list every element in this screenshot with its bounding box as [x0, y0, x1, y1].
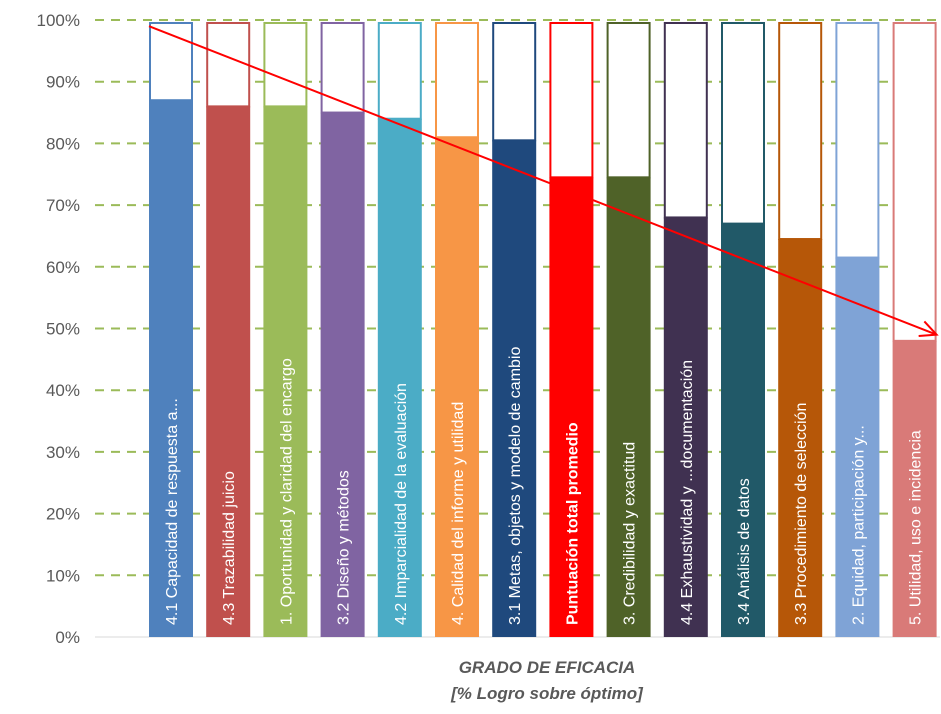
bar-label: 5. Utilidad, uso e incidencia — [908, 430, 925, 625]
bar-optimum-outline — [606, 22, 651, 179]
y-tick-label: 100% — [37, 11, 80, 30]
y-tick-label: 10% — [46, 566, 80, 585]
bar-label: 4.1 Capacidad de respuesta a... — [164, 398, 181, 625]
bar — [606, 177, 651, 637]
bar — [721, 223, 765, 638]
bar-optimum-outline — [549, 22, 594, 179]
bar — [778, 239, 823, 637]
y-axis: 0% 10% 20% 30% 40% 50% 60% 70% 80% 90% 100% — [37, 11, 80, 647]
bar — [492, 140, 537, 637]
bar-optimum-outline — [435, 22, 479, 139]
trend-arrow-head — [918, 320, 939, 338]
bar — [263, 106, 308, 637]
bar-label: 1. Oportunidad y claridad del encargo — [278, 358, 295, 625]
bar-optimum-outline — [206, 22, 251, 108]
bar — [320, 112, 365, 638]
bar-label: Puntuación total promedio — [564, 422, 581, 625]
bar-label: 3. Credibilidad y exactitud — [622, 442, 639, 625]
bar-label: 3.4 Análisis de datos — [736, 478, 753, 625]
bar-label: 4.2 Imparcialidad de la evaluación — [393, 383, 410, 625]
bar-optimum-outline — [835, 22, 880, 259]
y-tick-label: 0% — [55, 628, 80, 647]
bar — [206, 106, 251, 637]
bar-label: 2. Equidad, participación y... — [850, 425, 867, 625]
bar — [377, 118, 422, 638]
bar — [435, 137, 479, 638]
bar-label: 3.2 Diseño y métodos — [336, 470, 353, 625]
trend-arrow-line — [148, 25, 937, 336]
bar-label: 4.4 Exhaustividad y ...documentación — [679, 360, 696, 625]
bar — [549, 177, 594, 637]
bar-optimum-outline — [149, 22, 193, 102]
bars — [149, 22, 937, 638]
bar-optimum-outline — [663, 22, 708, 219]
trend-arrow — [148, 25, 939, 338]
bar-optimum-outline — [492, 22, 537, 142]
bar-optimum-outline — [263, 22, 308, 108]
bar-optimum-outline — [892, 22, 937, 342]
bar-optimum-outline — [320, 22, 365, 114]
bar — [835, 257, 880, 637]
x-axis-title-line1: GRADO DE EFICACIA — [459, 658, 636, 677]
y-tick-label: 80% — [46, 134, 80, 153]
y-tick-label: 70% — [46, 196, 80, 215]
y-tick-label: 60% — [46, 258, 80, 277]
bar-label: 4.3 Trazabilidad juicio — [221, 471, 238, 625]
bar-optimum-outline — [377, 22, 422, 120]
y-tick-label: 90% — [46, 73, 80, 92]
bar-labels: 4.1 Capacidad de respuesta a... 4.3 Traza… — [164, 347, 925, 625]
x-axis-title-line2: [% Logro sobre óptimo] — [450, 684, 644, 703]
y-tick-label: 30% — [46, 443, 80, 462]
y-tick-label: 40% — [46, 381, 80, 400]
bar-label: 4. Calidad del informe y utilidad — [450, 402, 467, 625]
bar — [149, 100, 193, 637]
bar — [663, 217, 708, 637]
bar — [892, 340, 937, 637]
y-tick-label: 20% — [46, 505, 80, 524]
bar-optimum-outline — [778, 22, 823, 241]
bar-label: 3.1 Metas, objetos y modelo de cambio — [507, 347, 524, 625]
bar-optimum-outline — [721, 22, 765, 225]
y-tick-label: 50% — [46, 320, 80, 339]
bar-label: 3.3 Procedimiento de selección — [793, 403, 810, 625]
